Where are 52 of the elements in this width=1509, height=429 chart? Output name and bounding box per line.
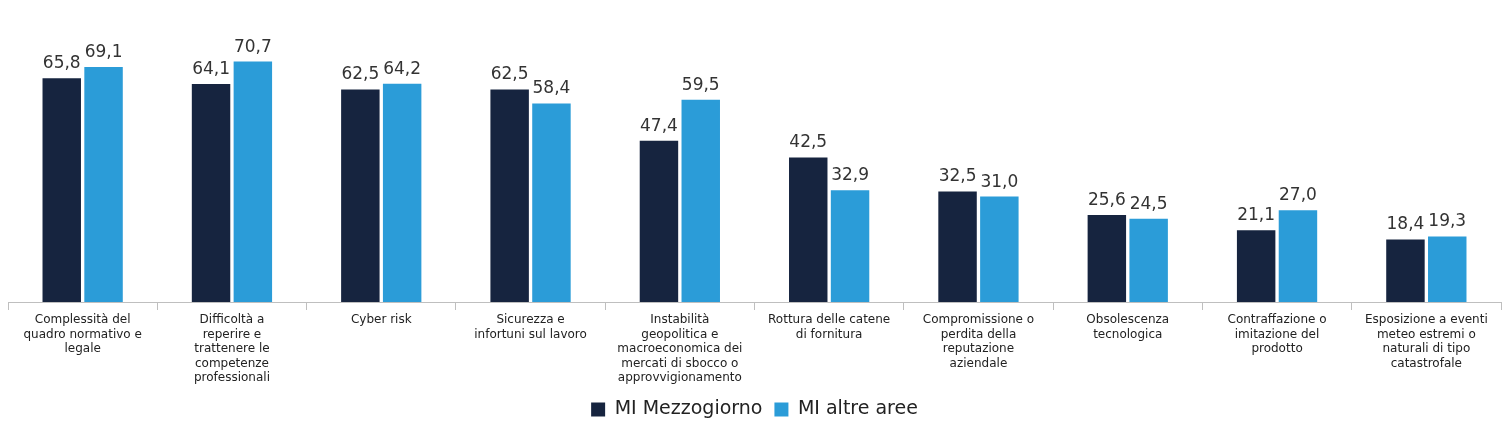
bar: [532, 103, 571, 302]
bar: [382, 83, 422, 302]
bar: [191, 84, 231, 302]
data-label: 25,6: [1087, 188, 1126, 209]
bar: [84, 67, 123, 302]
data-label: 64,2: [383, 57, 422, 78]
bar: [1236, 230, 1276, 302]
data-label: 69,1: [84, 40, 123, 61]
bar: [42, 78, 81, 302]
bar: [830, 190, 870, 302]
bar: [1428, 236, 1467, 302]
data-label: 64,1: [192, 57, 230, 78]
bar: [341, 89, 380, 302]
data-label: 59,5: [681, 73, 720, 94]
bar: [980, 196, 1019, 302]
data-label: 24,5: [1129, 192, 1168, 213]
x-tick-label: Sicurezza e infortuni sul lavoro: [474, 312, 587, 341]
x-tick-label: Rottura delle catene di fornitura: [768, 312, 891, 341]
data-label: 32,5: [938, 165, 977, 186]
data-label: 31,0: [980, 170, 1019, 191]
bar: [789, 157, 828, 302]
data-label: 18,4: [1386, 213, 1425, 234]
legend-label: MI altre aree: [797, 396, 918, 419]
bar: [639, 140, 679, 302]
bar: [938, 191, 977, 302]
data-label: 27,0: [1279, 184, 1317, 205]
bar: [490, 89, 529, 302]
x-tick-label: Esposizione a eventi meteo estremi o naturali di tipo catastrofale: [1364, 312, 1488, 370]
data-label: 47,4: [640, 114, 678, 135]
data-label: 19,3: [1428, 210, 1467, 231]
legend-label: MI Mezzogiorno: [614, 396, 763, 419]
x-tick-label: Instabilità geopolitica e macroeconomica dei mercati di sbocco o approvvigionamento: [617, 312, 743, 384]
x-tick-label: Difficoltà a reperire e trattenere le competenze professionali: [193, 312, 270, 384]
x-tick-label: Cyber risk: [350, 312, 412, 327]
x-tick-label: Obsolescenza tecnologica: [1086, 312, 1170, 341]
data-label: 70,7: [233, 35, 272, 56]
bar: [1129, 218, 1168, 302]
data-label: 32,9: [831, 164, 869, 185]
bar: [1386, 239, 1425, 302]
data-label: 62,5: [490, 63, 529, 84]
bar: [233, 61, 273, 302]
x-tick-label: Compromissione o perdita della reputazione aziendale: [922, 312, 1035, 370]
x-tick-label: Contraffazione o imitazione del prodotto: [1227, 312, 1327, 356]
bar: [1087, 214, 1127, 302]
data-label: 42,5: [789, 131, 828, 152]
data-label: 62,5: [341, 63, 380, 84]
data-label: 21,1: [1237, 204, 1276, 225]
x-tick-label: Complessità del quadro normativo e legale: [23, 312, 142, 356]
data-label: 58,4: [532, 77, 571, 98]
bar: [1278, 210, 1318, 302]
data-label: 65,8: [42, 52, 81, 73]
bar: [681, 99, 720, 302]
